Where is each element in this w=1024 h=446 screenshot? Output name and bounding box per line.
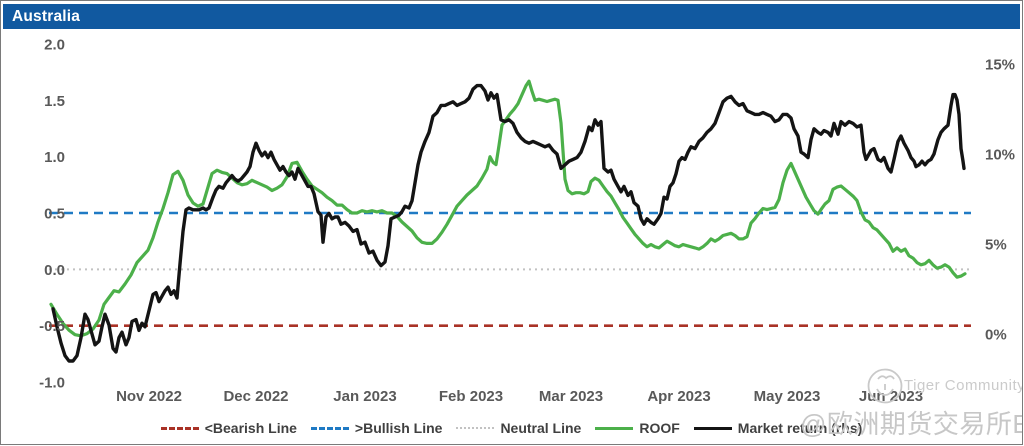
- series-market-return-rhs-: [51, 83, 966, 363]
- chart-title: Australia: [12, 7, 81, 25]
- watermark-community-label: Tiger Community: [904, 377, 1023, 394]
- legend-swatch-dotted: [456, 427, 495, 429]
- legend-swatch-dashed: [160, 426, 199, 430]
- right-axis-tick: 10%: [985, 147, 1015, 164]
- legend-item-roof: ROOF: [595, 420, 680, 436]
- chart-title-bar: Australia: [3, 4, 1020, 29]
- legend-swatch-solid: [595, 426, 634, 430]
- legend-label: ROOF: [639, 420, 680, 436]
- reference-lines: [49, 211, 971, 327]
- right-axis-tick: 0%: [985, 327, 1007, 344]
- legend-item-market-return-rhs-: Market return (rhs): [693, 420, 863, 436]
- left-axis-tick: -0.5: [39, 318, 65, 335]
- x-axis-tick-labels: Nov 2022 Dec 2022 Jan 2023 Feb 2023 Mar 2023…: [116, 388, 923, 405]
- legend-item--bearish-line: <Bearish Line: [160, 420, 297, 436]
- left-axis-tick: 1.0: [44, 149, 65, 166]
- left-axis-tick: 1.5: [44, 93, 65, 110]
- x-axis-tick: Feb 2023: [439, 388, 503, 405]
- legend-item--bullish-line: >Bullish Line: [310, 420, 443, 436]
- left-axis-tick-labels: 2.0 1.5 1.0 0.5 0.0 -0.5 -1.0: [39, 37, 65, 392]
- left-axis-tick: 0.5: [44, 206, 65, 223]
- legend-item-neutral-line: Neutral Line: [456, 420, 581, 436]
- left-axis-tick: -1.0: [39, 375, 65, 392]
- x-axis-tick: Jan 2023: [333, 388, 396, 405]
- right-axis-tick-labels: 15% 10% 5% 0%: [985, 57, 1015, 344]
- left-axis-tick: 2.0: [44, 37, 65, 54]
- x-axis-tick: Mar 2023: [539, 388, 603, 405]
- left-axis-tick: 0.0: [44, 262, 65, 279]
- x-axis-tick: May 2023: [754, 388, 821, 405]
- legend-label: Neutral Line: [500, 420, 582, 436]
- legend-label: Market return (rhs): [737, 420, 863, 436]
- chart-legend: <Bearish Line >Bullish Line Neutral Line RO…: [1, 417, 1022, 439]
- legend-label: <Bearish Line: [204, 420, 297, 436]
- legend-swatch-solid: [693, 426, 732, 430]
- x-axis-tick: Dec 2022: [223, 388, 288, 405]
- watermark-handle-label: @欧洲期货交易所Eurex: [800, 409, 1022, 439]
- x-axis-tick: Apr 2023: [647, 388, 710, 405]
- x-axis-tick: Nov 2022: [116, 388, 182, 405]
- legend-label: >Bullish Line: [354, 420, 443, 436]
- x-axis-tick: Jun 2023: [859, 388, 923, 405]
- right-axis-tick: 15%: [985, 57, 1015, 74]
- right-axis-tick: 5%: [985, 237, 1007, 254]
- tiger-circle-logo: [867, 368, 903, 404]
- series-lines: [49, 79, 967, 363]
- legend-swatch-dashed: [310, 426, 349, 430]
